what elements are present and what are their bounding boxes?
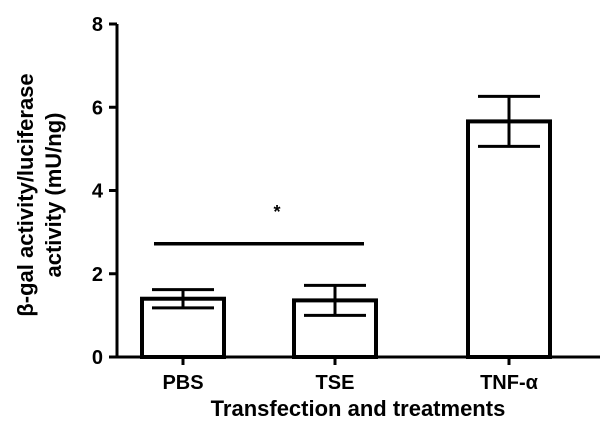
significance-marker: * [273, 202, 280, 222]
y-tick-label: 6 [92, 97, 103, 119]
y-tick-label: 4 [92, 181, 104, 203]
y-tick-label: 2 [92, 264, 103, 286]
x-tick-label: TSE [316, 372, 355, 394]
y-tick-label: 0 [92, 347, 103, 369]
x-tick-label: TNF-α [480, 372, 539, 394]
plot-area: 0 2 4 6 8 PBS TSE TNF-α * [92, 14, 600, 394]
y-axis-label-line1: β-gal activity/luciferase [13, 73, 38, 316]
x-axis-label: Transfection and treatments [211, 396, 506, 421]
bar [466, 119, 552, 359]
y-tick-label: 8 [92, 14, 103, 36]
x-tick-label: PBS [162, 372, 203, 394]
y-axis-label-line2: activity (mU/ng) [41, 112, 66, 277]
